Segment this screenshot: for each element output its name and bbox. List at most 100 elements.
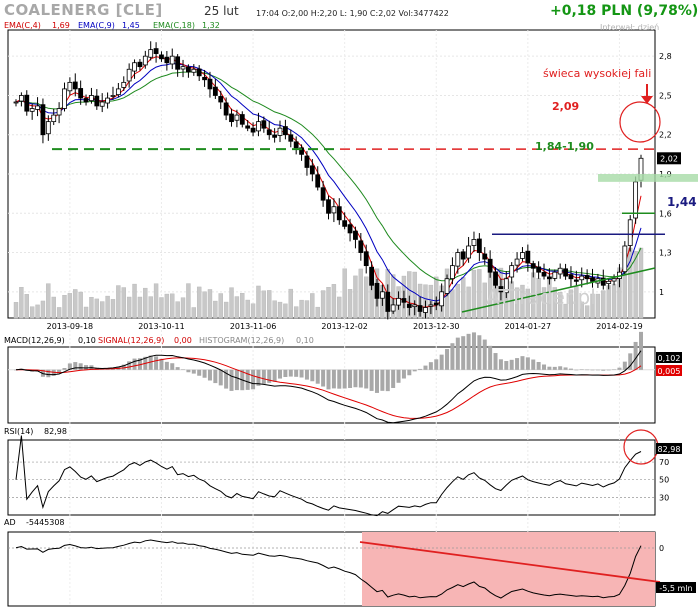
volume-bar [320,290,326,319]
macd-histogram-bar [46,369,51,378]
candle-body [191,68,197,73]
macd-histogram-bar [525,357,530,370]
price-y-tick: 1,3 [659,249,672,258]
candle-body [552,271,558,279]
candle-body [369,266,375,286]
candle-body [239,114,245,125]
volume-bar [196,286,202,319]
candle-body [126,68,132,82]
macd-histogram-bar [164,361,169,370]
date-tick-label: 2013-12-02 [321,322,368,331]
candle-body [627,219,633,246]
macd-histogram-bar [563,367,568,370]
candle-body [293,141,299,149]
macd-histogram-bar [294,369,299,377]
rsi-y-tick: 70 [659,458,669,467]
volume-bar [78,291,83,319]
macd-histogram-bar [14,369,18,371]
candle-body [579,275,585,281]
volume-bar [110,299,116,319]
macd-histogram-bar [601,369,606,371]
candle-body [482,253,488,260]
volume-bar [315,306,320,319]
volume-bar [477,269,482,319]
macd-histogram-bar [450,343,455,370]
volume-bar [390,274,396,319]
candle-body [331,206,337,214]
macd-histogram-bar [445,349,450,370]
candle-body [622,245,628,273]
macd-histogram-bar [170,363,175,370]
candle-body [272,134,278,138]
macd-histogram-bar [229,369,234,391]
volume-bar [73,289,78,319]
volume-bar [606,285,611,319]
volume-bar [579,301,584,319]
candle-body [509,265,515,278]
macd-histogram-bar [213,369,218,384]
candle-body [256,121,261,132]
volume-bar [153,283,159,319]
macd-histogram-bar [127,361,132,370]
macd-histogram-bar [374,369,379,393]
candle-body [379,291,385,299]
candle-body [557,267,563,275]
candle-body [460,251,466,260]
macd-histogram-bar [466,333,471,370]
volume-bar [100,301,105,319]
macd-histogram-bar [342,369,347,389]
candle-body [590,277,595,282]
candle-body [611,278,617,282]
macd-histogram-bar [407,369,412,376]
ema18-legend: EMA(C,18) [153,21,195,30]
volume-bar [337,296,342,319]
macd-histogram-bar [493,353,498,370]
macd-histogram-bar [391,369,396,388]
volume-bar [202,291,207,319]
volume-bar [331,284,337,319]
volume-bar [628,247,633,319]
candle-body [374,282,380,299]
last-price-value: 2,02 [660,154,678,163]
macd-histogram-bar [191,369,196,374]
macd-histogram-bar [337,369,342,389]
volume-bar [62,295,67,319]
volume-bar [186,283,191,319]
macd-histogram-bar [434,359,439,370]
volume-bar [347,289,353,319]
macd-histogram-bar [455,337,460,370]
zone-label: 1,84-1,90 [535,140,594,153]
volume-bar [13,302,19,319]
macd-histogram-bar [202,369,207,378]
candle-body [24,94,30,112]
signal-title: SIGNAL(12,26,9) [98,336,165,345]
macd-histogram-bar [207,369,212,381]
volume-bar [277,301,283,319]
volume-bar [105,295,110,319]
price-y-tick: 1 [659,288,664,297]
ad-y-tick: 0 [659,544,664,553]
macd-histogram-bar [121,364,126,370]
macd-panel-frame [7,346,656,424]
macd-line [15,350,642,424]
macd-histogram-bar [278,369,283,379]
macd-histogram-bar [310,369,315,382]
rising-trendline [461,267,656,313]
candle-body [51,114,57,123]
macd-histogram-bar [67,363,72,370]
candle-body [417,305,423,312]
candle-body [196,68,202,77]
ema9-legend: EMA(C,9) [78,21,115,30]
signal-value-box [656,365,682,376]
macd-histogram-bar [380,369,385,391]
macd-title: MACD(12,26,9) [4,336,65,345]
volume-bar [466,286,471,319]
macd-histogram-bar [267,369,272,383]
price-change: +0,18 PLN (9,78%) [550,3,699,19]
candle-body [159,54,164,60]
volume-bar [293,306,299,319]
candle-body [573,279,579,282]
volume-bar [541,287,547,319]
candle-body [164,56,170,64]
macd-histogram-bar [628,353,633,370]
